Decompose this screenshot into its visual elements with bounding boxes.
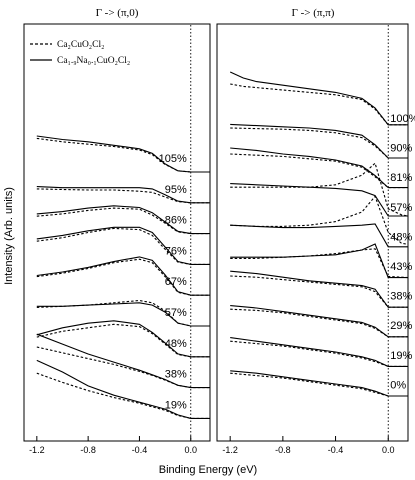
spectrum-dashed-left-7 — [36, 346, 210, 389]
spectrum-dashed-right-4 — [230, 195, 409, 245]
spectrum-solid-right-9 — [230, 370, 408, 397]
spectrum-label-right-1: 90% — [390, 143, 412, 155]
spectrum-solid-right-1 — [230, 123, 408, 159]
spectrum-dashed-right-2 — [230, 153, 408, 189]
panel-left-plot-area: -1.2 -0.8 -0.4 0.0 105% 95% 86% 76% 67% 57% 48% 38%… — [29, 25, 210, 455]
spectrum-solid-right-8 — [230, 337, 408, 367]
spectrum-solid-left-5 — [36, 302, 210, 327]
spectrum-label-left-1: 95% — [165, 184, 187, 196]
panel-right-title: Γ -> (π,π) — [292, 7, 335, 19]
panel-left-frame — [23, 23, 211, 442]
x-tick-label-left-0: -1.2 — [29, 445, 45, 455]
x-tick-label-right-0: -1.2 — [222, 445, 238, 455]
spectrum-solid-right-0 — [229, 71, 408, 126]
legend-solid-label: Ca₁.₉Na₀.₁CuO₂Cl₂ — [57, 56, 130, 66]
spectrum-solid-left-1 — [36, 186, 210, 204]
spectrum-dashed-right-7 — [230, 308, 408, 338]
legend-dashed-label: Ca₂CuO₂Cl₂ — [57, 40, 104, 50]
spectrum-label-left-4: 67% — [165, 276, 187, 288]
x-tick-label-left-2: -0.4 — [132, 445, 148, 455]
panel-left: Γ -> (π,0) -1.2 -0.8 -0.4 0.0 105% 95% 86% 76% 6… — [23, 7, 211, 455]
spectrum-solid-left-2 — [36, 205, 210, 235]
spectrum-dashed-right-3 — [230, 162, 409, 217]
spectrum-label-right-3: 57% — [390, 202, 412, 214]
spectrum-label-left-2: 86% — [165, 215, 187, 227]
spectrum-dashed-right-9 — [230, 372, 408, 397]
spectrum-label-left-3: 76% — [165, 245, 187, 257]
spectrum-label-right-0: 100% — [390, 113, 415, 125]
spectrum-label-left-5: 57% — [165, 307, 187, 319]
panel-right-plot-area: -1.2 -0.8 -0.4 0.0 100% 90% 81% 57% 48% 43% 38% 29%… — [222, 25, 415, 455]
x-tick-label-left-3: 0.0 — [185, 445, 198, 455]
legend: Ca₂CuO₂Cl₂ Ca₁.₉Na₀.₁CuO₂Cl₂ — [30, 40, 130, 66]
panel-left-title: Γ -> (π,0) — [96, 7, 139, 19]
spectrum-label-left-7: 38% — [165, 369, 187, 381]
spectrum-dashed-right-5 — [230, 248, 409, 279]
spectrum-label-left-6: 48% — [165, 338, 187, 350]
spectrum-solid-left-4 — [36, 256, 210, 296]
spectrum-label-right-4: 48% — [390, 231, 412, 243]
x-axis-label: Binding Energy (eV) — [159, 464, 257, 476]
spectrum-label-right-2: 81% — [390, 172, 412, 184]
spectrum-label-right-8: 19% — [390, 350, 412, 362]
spectrum-solid-left-6 — [36, 320, 210, 358]
spectrum-solid-left-3 — [36, 226, 210, 265]
spectrum-dashed-right-1 — [230, 127, 408, 159]
spectrum-label-right-6: 38% — [390, 291, 412, 303]
spectrum-label-right-9: 0% — [390, 379, 406, 391]
spectrum-dashed-right-8 — [230, 340, 408, 367]
x-tick-label-right-1: -0.8 — [275, 445, 291, 455]
x-tick-label-right-3: 0.0 — [382, 445, 395, 455]
spectrum-label-right-7: 29% — [390, 320, 412, 332]
spectrum-label-left-0: 105% — [159, 153, 187, 165]
spectrum-dashed-right-6 — [230, 275, 408, 308]
spectrum-label-right-5: 43% — [390, 261, 412, 273]
spectrum-solid-right-5 — [230, 243, 408, 279]
spectrum-solid-right-7 — [230, 305, 408, 338]
spectrum-solid-left-8 — [36, 359, 210, 419]
x-tick-label-right-2: -0.4 — [328, 445, 344, 455]
spectrum-solid-right-6 — [230, 270, 408, 308]
x-tick-label-left-1: -0.8 — [80, 445, 96, 455]
panel-right: Γ -> (π,π) -1.2 -0.8 -0.4 0.0 100% 90% 81% 57% 4… — [216, 7, 415, 455]
spectrum-solid-right-2 — [230, 147, 408, 189]
y-axis-label: Intensity (Arb. units) — [3, 187, 15, 285]
spectrum-solid-right-4 — [230, 223, 408, 248]
panel-right-frame — [216, 23, 409, 442]
spectrum-solid-left-7 — [36, 333, 210, 389]
spectrum-solid-left-0 — [36, 135, 210, 173]
spectrum-solid-right-3 — [230, 183, 408, 217]
spectrum-label-left-8: 19% — [165, 399, 187, 411]
